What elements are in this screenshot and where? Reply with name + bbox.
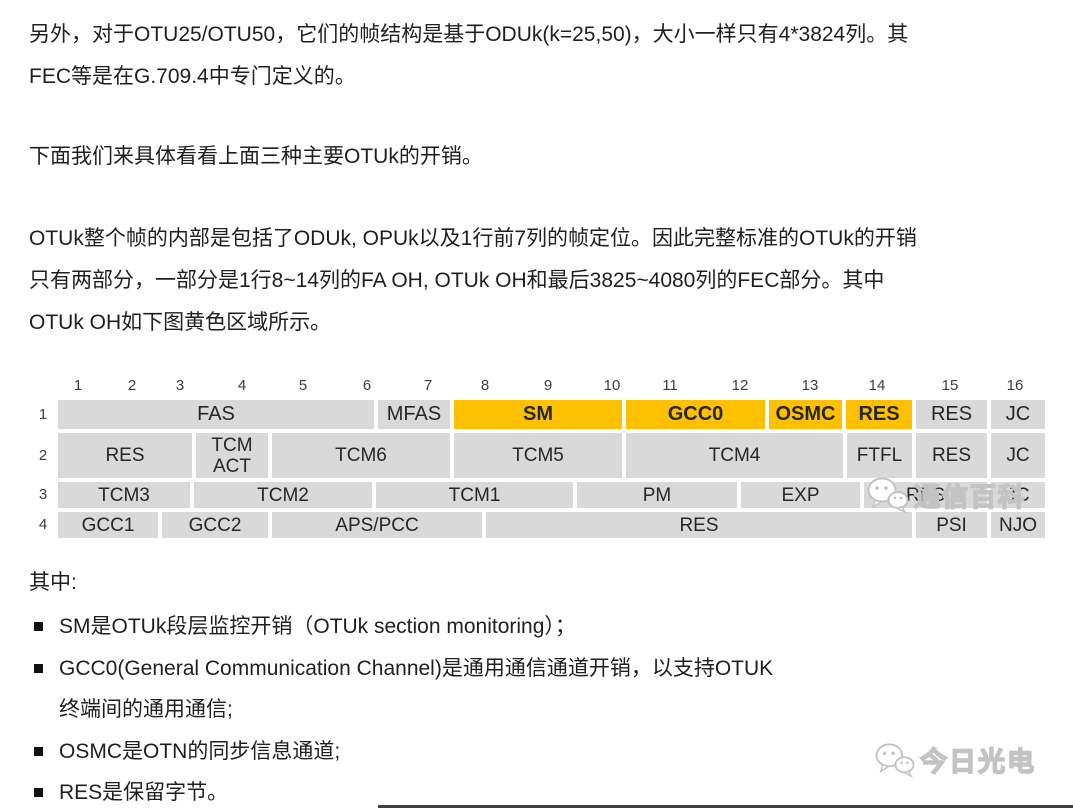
paragraph-intro: 下面我们来具体看看上面三种主要OTUk的开销。 (29, 136, 1051, 178)
table-cell-tcm4: TCM4 (626, 433, 843, 478)
text-line: FEC等是在G.709.4中专门定义的。 (29, 65, 356, 88)
text-line: OTUk OH如下图黄色区域所示。 (29, 311, 332, 334)
table-cell-res: RES (486, 512, 912, 538)
column-number: 3 (175, 377, 185, 394)
column-number: 2 (127, 377, 137, 394)
text-line: 下面我们来具体看看上面三种主要OTUk的开销。 (29, 145, 483, 168)
column-number: 9 (543, 377, 553, 394)
text-line: OTUk整个帧的内部是包括了ODUk, OPUk以及1行前7列的帧定位。因此完整… (29, 227, 917, 250)
table-cell-tcm5: TCM5 (454, 433, 622, 478)
list-item-text: RES是保留字节。 (59, 781, 229, 804)
table-row: TCM3 TCM2 TCM1 PM EXP RES JC (58, 482, 1045, 508)
list-item-text: SM是OTUk段层监控开销（OTUk section monitoring）； (59, 615, 576, 638)
wechat-icon (867, 477, 909, 514)
column-number: 1 (73, 377, 83, 394)
table-cell-tcm-act: TCM ACT (196, 433, 268, 478)
otuk-overhead-table: 1 2 3 4 5 6 7 8 9 10 11 12 13 14 15 16 1 FAS MFAS SM GCC0 OSM… (0, 376, 1073, 540)
column-number: 14 (868, 377, 886, 394)
table-cell-njo: NJO (991, 512, 1045, 538)
row-number: 3 (38, 486, 48, 503)
column-number: 10 (603, 377, 621, 394)
table-cell-jc: JC (991, 482, 1045, 508)
table-row: FAS MFAS SM GCC0 OSMC RES RES JC (58, 400, 1045, 429)
table-cell-pm: PM (577, 482, 737, 508)
bullet-square-icon (34, 622, 43, 631)
row-number: 4 (38, 516, 48, 533)
column-number: 13 (801, 377, 819, 394)
paragraph-otuk-frame: OTUk整个帧的内部是包括了ODUk, OPUk以及1行前7列的帧定位。因此完整… (29, 218, 1051, 344)
text-line: 只有两部分，一部分是1行8~14列的FA OH, OTUk OH和最后3825~… (29, 269, 885, 292)
table-cell-res: RES (916, 433, 987, 478)
table-row: RES TCM ACT TCM6 TCM5 TCM4 FTFL RES JC (58, 433, 1045, 478)
table-cell-psi: PSI (916, 512, 987, 538)
column-number: 11 (662, 377, 678, 394)
table-cell-sm: SM (454, 400, 622, 429)
column-number: 7 (423, 377, 433, 394)
watermark-tongxin-baike: 通信百科 (866, 476, 1026, 514)
table-cell-osmc: OSMC (769, 400, 842, 429)
list-item-text: 终端间的通用通信; (59, 698, 233, 721)
table-cell-gcc2: GCC2 (162, 512, 268, 538)
watermark-jinri-guangdian: 今日光电 (874, 740, 1036, 779)
bullet-square-icon (34, 664, 43, 673)
bullet-square-icon (34, 747, 43, 756)
table-cell-exp: EXP (741, 482, 860, 508)
bottom-divider (378, 805, 1073, 808)
column-number: 8 (480, 377, 490, 394)
table-cell-jc: JC (991, 400, 1045, 429)
table-cell-tcm1: TCM1 (376, 482, 573, 508)
row-number: 1 (38, 406, 48, 423)
table-cell-fas: FAS (58, 400, 374, 429)
list-item-text: GCC0(General Communication Channel)是通用通信… (59, 657, 774, 680)
column-number: 5 (298, 377, 308, 394)
text-line: 另外，对于OTU25/OTU50，它们的帧结构是基于ODUk(k=25,50)，… (29, 23, 909, 46)
table-cell-res: RES (58, 433, 192, 478)
table-cell-gcc1: GCC1 (58, 512, 158, 538)
paragraph-otu25-otu50: 另外，对于OTU25/OTU50，它们的帧结构是基于ODUk(k=25,50)，… (29, 14, 1051, 98)
table-cell-aps-pcc: APS/PCC (272, 512, 482, 538)
table-cell-tcm6: TCM6 (272, 433, 450, 478)
watermark-text: 今日光电 (919, 746, 1036, 778)
table-cell-mfas: MFAS (378, 400, 450, 429)
table-cell-res: RES (846, 400, 912, 429)
table-cell-tcm2: TCM2 (194, 482, 372, 508)
column-number: 4 (237, 377, 247, 394)
list-item-text: OSMC是OTN的同步信息通道; (59, 740, 341, 763)
column-number: 12 (731, 377, 749, 394)
column-number: 15 (941, 377, 959, 394)
wechat-icon (875, 742, 915, 778)
table-row: GCC1 GCC2 APS/PCC RES PSI NJO (58, 512, 1045, 538)
table-cell-res: RES (916, 400, 987, 429)
table-cell-tcm3: TCM3 (58, 482, 190, 508)
column-number: 6 (362, 377, 372, 394)
column-number: 16 (1006, 377, 1024, 394)
row-number: 2 (38, 447, 48, 464)
table-cell-ftfl: FTFL (847, 433, 912, 478)
bullet-square-icon (34, 788, 43, 797)
table-cell-gcc0: GCC0 (626, 400, 765, 429)
watermark-text: 通信百科 (913, 481, 1027, 513)
table-cell-jc: JC (991, 433, 1045, 478)
list-intro: 其中: (29, 571, 77, 594)
